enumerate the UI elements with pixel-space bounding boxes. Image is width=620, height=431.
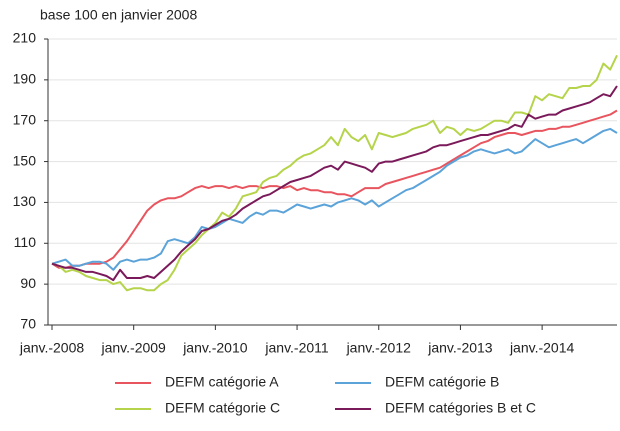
y-tick-label: 190 xyxy=(13,71,37,87)
series-line xyxy=(51,54,618,292)
x-tick-label: janv.-2014 xyxy=(509,340,575,356)
y-tick-label: 150 xyxy=(13,152,37,168)
x-tick-label: janv.-2011 xyxy=(264,340,329,356)
y-tick-label: 210 xyxy=(13,30,37,46)
x-tick-label: janv.-2012 xyxy=(346,340,412,356)
x-tick-label: janv.-2008 xyxy=(19,340,85,356)
axis-unit-label: base 100 en janvier 2008 xyxy=(40,7,197,23)
y-tick-label: 130 xyxy=(13,193,37,209)
legend-label: DEFM catégorie C xyxy=(165,400,280,416)
y-tick-label: 110 xyxy=(14,234,37,250)
legend-label: DEFM catégories B et C xyxy=(385,400,536,416)
series-line xyxy=(51,127,618,271)
legend-label: DEFM catégorie B xyxy=(385,374,499,390)
series-line xyxy=(51,85,618,282)
y-tick-label: 170 xyxy=(13,111,37,127)
x-tick-label: janv.-2009 xyxy=(101,340,167,356)
x-tick-label: janv.-2010 xyxy=(182,340,248,356)
series-line xyxy=(51,109,618,269)
y-tick-label: 90 xyxy=(20,275,36,291)
y-tick-label: 70 xyxy=(20,316,36,332)
x-tick-label: janv.-2013 xyxy=(427,340,493,356)
legend-label: DEFM catégorie A xyxy=(165,374,279,390)
